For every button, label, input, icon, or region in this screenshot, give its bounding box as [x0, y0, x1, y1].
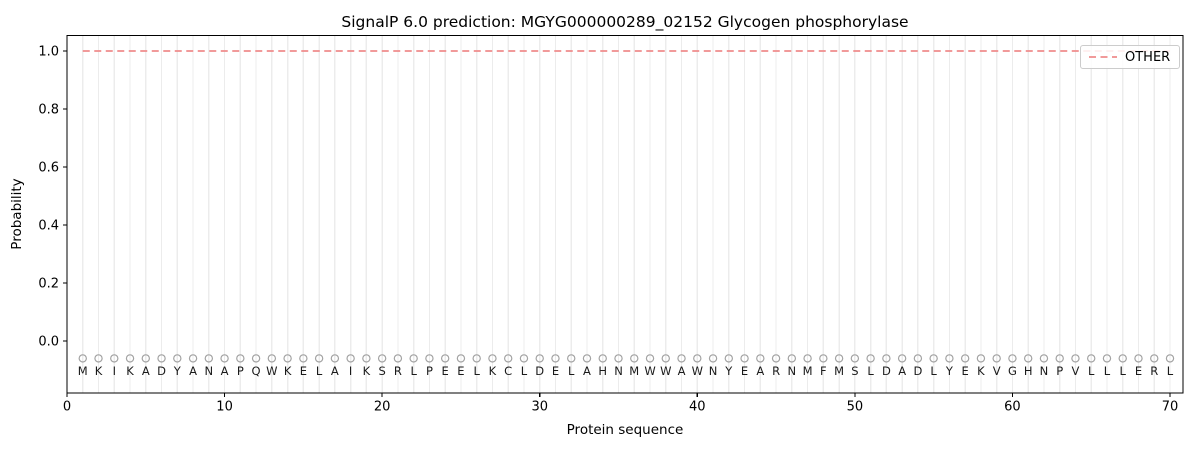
svg-text:0.8: 0.8 — [38, 103, 59, 118]
svg-text:D: D — [882, 364, 891, 378]
svg-text:E: E — [1135, 364, 1142, 378]
svg-text:K: K — [95, 364, 103, 378]
svg-text:10: 10 — [216, 400, 233, 415]
svg-text:60: 60 — [1004, 400, 1021, 415]
svg-text:W: W — [692, 364, 703, 378]
svg-text:A: A — [142, 364, 150, 378]
svg-text:L: L — [1104, 364, 1111, 378]
svg-text:S: S — [851, 364, 858, 378]
svg-text:R: R — [394, 364, 402, 378]
x-axis-ticks: 0 10 20 30 40 50 60 70 — [63, 393, 1178, 415]
svg-text:E: E — [962, 364, 969, 378]
svg-text:N: N — [788, 364, 797, 378]
svg-text:M: M — [629, 364, 639, 378]
gridlines — [82, 36, 1171, 393]
svg-text:D: D — [913, 364, 922, 378]
x-axis-label: Protein sequence — [566, 422, 684, 438]
svg-text:W: W — [644, 364, 655, 378]
svg-text:40: 40 — [689, 400, 706, 415]
svg-text:0.6: 0.6 — [38, 161, 59, 176]
svg-text:K: K — [977, 364, 985, 378]
svg-text:0.4: 0.4 — [38, 219, 59, 234]
svg-text:N: N — [614, 364, 623, 378]
svg-text:0: 0 — [63, 400, 71, 415]
svg-text:M: M — [78, 364, 88, 378]
svg-text:Y: Y — [945, 364, 954, 378]
svg-text:M: M — [803, 364, 813, 378]
svg-text:A: A — [331, 364, 339, 378]
svg-text:1.0: 1.0 — [38, 45, 59, 60]
svg-text:S: S — [378, 364, 385, 378]
svg-text:N: N — [709, 364, 718, 378]
svg-text:H: H — [1024, 364, 1033, 378]
svg-text:Y: Y — [724, 364, 733, 378]
svg-text:E: E — [457, 364, 464, 378]
svg-text:E: E — [300, 364, 307, 378]
svg-text:A: A — [221, 364, 229, 378]
svg-text:Q: Q — [252, 364, 261, 378]
svg-text:E: E — [741, 364, 748, 378]
svg-text:I: I — [349, 364, 352, 378]
svg-text:L: L — [1120, 364, 1127, 378]
svg-text:L: L — [1167, 364, 1174, 378]
svg-text:V: V — [993, 364, 1001, 378]
svg-text:30: 30 — [531, 400, 548, 415]
svg-text:C: C — [504, 364, 512, 378]
svg-text:Y: Y — [173, 364, 182, 378]
svg-text:L: L — [316, 364, 323, 378]
svg-text:P: P — [237, 364, 244, 378]
svg-text:V: V — [1072, 364, 1080, 378]
svg-text:A: A — [898, 364, 906, 378]
svg-text:D: D — [535, 364, 544, 378]
svg-text:N: N — [1040, 364, 1049, 378]
svg-text:W: W — [266, 364, 277, 378]
svg-text:0.2: 0.2 — [38, 277, 59, 292]
svg-text:L: L — [930, 364, 937, 378]
svg-text:A: A — [189, 364, 197, 378]
svg-text:L: L — [410, 364, 417, 378]
svg-text:K: K — [284, 364, 292, 378]
svg-text:0.0: 0.0 — [38, 335, 59, 350]
svg-text:E: E — [442, 364, 449, 378]
svg-text:L: L — [568, 364, 575, 378]
svg-text:L: L — [1088, 364, 1095, 378]
y-axis-ticks: 0.0 0.2 0.4 0.6 0.8 1.0 — [38, 45, 67, 350]
svg-text:E: E — [552, 364, 559, 378]
svg-text:K: K — [489, 364, 497, 378]
svg-text:I: I — [113, 364, 116, 378]
svg-text:P: P — [426, 364, 433, 378]
axes-spines — [66, 34, 1184, 394]
svg-text:R: R — [1150, 364, 1158, 378]
legend-label-other: OTHER — [1125, 49, 1171, 65]
chart-title: SignalP 6.0 prediction: MGYG000000289_02… — [341, 13, 909, 31]
svg-text:L: L — [867, 364, 874, 378]
svg-text:A: A — [583, 364, 591, 378]
svg-text:L: L — [521, 364, 528, 378]
svg-text:W: W — [660, 364, 671, 378]
svg-text:70: 70 — [1162, 400, 1179, 415]
svg-text:P: P — [1056, 364, 1063, 378]
legend: OTHER — [1080, 45, 1180, 69]
residue-markers — [78, 354, 1175, 363]
svg-text:D: D — [157, 364, 166, 378]
svg-text:N: N — [205, 364, 214, 378]
svg-text:A: A — [756, 364, 764, 378]
svg-text:R: R — [772, 364, 780, 378]
svg-text:K: K — [363, 364, 371, 378]
legend-dashed-line-icon — [1089, 56, 1117, 58]
svg-text:L: L — [473, 364, 480, 378]
svg-text:F: F — [820, 364, 827, 378]
svg-text:A: A — [678, 364, 686, 378]
svg-text:M: M — [834, 364, 844, 378]
svg-text:50: 50 — [847, 400, 864, 415]
svg-text:H: H — [598, 364, 607, 378]
svg-text:K: K — [126, 364, 134, 378]
svg-text:20: 20 — [374, 400, 391, 415]
svg-text:G: G — [1008, 364, 1017, 378]
